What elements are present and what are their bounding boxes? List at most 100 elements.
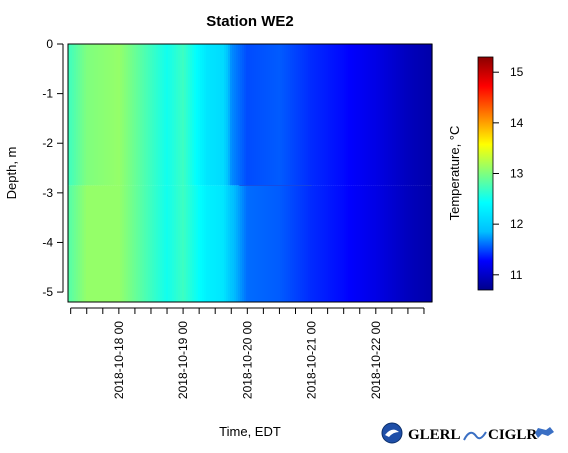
heatmap-cell-lower (98, 185, 101, 302)
heatmap-cell-lower (152, 185, 155, 302)
heatmap-cell-lower (326, 185, 329, 302)
heatmap-cell-upper (240, 44, 243, 186)
heatmap-cell-upper (264, 44, 267, 186)
heatmap-cell-upper (290, 44, 293, 186)
heatmap-cell-lower (332, 185, 335, 302)
heatmap-cell-lower (240, 185, 243, 302)
heatmap-cell-upper (116, 44, 119, 186)
heatmap-cell-lower (408, 185, 411, 302)
heatmap-cell-lower (218, 185, 221, 302)
heatmap-cell-upper (212, 44, 215, 186)
heatmap-cell-lower (288, 185, 291, 302)
heatmap-cell-lower (210, 185, 213, 302)
heatmap-cell-lower (394, 185, 397, 302)
heatmap-cell-lower (200, 185, 203, 302)
glerl-logo-text: GLERL (408, 427, 461, 443)
heatmap-cell-upper (78, 44, 81, 186)
heatmap-cell-lower (302, 185, 305, 302)
heatmap-cell-lower (220, 185, 223, 302)
heatmap-cell-upper (370, 44, 373, 186)
heatmap-cell-lower (270, 185, 273, 302)
heatmap-cell-upper (326, 44, 329, 186)
heatmap-cell-upper (98, 44, 101, 186)
heatmap-cell-upper (362, 44, 365, 186)
colorbar-tick-label: 14 (510, 116, 524, 130)
heatmap-cell-upper (154, 44, 157, 186)
heatmap-cell-upper (262, 44, 265, 186)
heatmap-cell-lower (80, 185, 83, 302)
heatmap-cell-upper (406, 44, 409, 186)
heatmap-cell-upper (402, 44, 405, 186)
heatmap-cell-upper (118, 44, 121, 186)
heatmap-cell-upper (364, 44, 367, 186)
heatmap-cell-lower (272, 185, 275, 302)
heatmap-cell-upper (360, 44, 363, 186)
heatmap-cell-upper (114, 44, 117, 186)
heatmap-cell-upper (94, 44, 97, 186)
heatmap-cell-upper (82, 44, 85, 186)
heatmap-cell-upper (308, 44, 311, 186)
heatmap-cell-upper (88, 44, 91, 186)
heatmap-cell-lower (382, 185, 385, 302)
heatmap-cell-upper (334, 44, 337, 186)
heatmap-cell-lower (72, 185, 75, 302)
heatmap-cell-lower (214, 185, 217, 302)
heatmap-cell-upper (298, 44, 301, 186)
colorbar-tick-label: 13 (510, 167, 524, 181)
heatmap-cell-upper (358, 44, 361, 186)
heatmap-cell-lower (226, 185, 229, 302)
heatmap-cell-lower (222, 185, 225, 302)
logo-strip: GLERL CIGLR (380, 420, 556, 446)
heatmap-cell-lower (426, 185, 429, 302)
heatmap-cell-lower (378, 185, 381, 302)
heatmap-cell-lower (208, 185, 211, 302)
heatmap-cell-upper (186, 44, 189, 186)
heatmap-cell-lower (120, 185, 123, 302)
heatmap-cell-lower (414, 185, 417, 302)
colorbar-tick-label: 15 (510, 65, 524, 79)
heatmap-cell-lower (128, 185, 131, 302)
heatmap-cell-upper (366, 44, 369, 186)
heatmap-cell-upper (350, 44, 353, 186)
colorbar (477, 56, 494, 291)
heatmap-cell-upper (386, 44, 389, 186)
heatmap-cell-lower (228, 185, 231, 302)
heatmap-cell-upper (420, 44, 423, 186)
heatmap-cell-lower (140, 185, 143, 302)
heatmap-cell-lower (298, 185, 301, 302)
heatmap-cell-lower (180, 185, 183, 302)
heatmap-cell-upper (228, 44, 231, 186)
heatmap-cell-upper (220, 44, 223, 186)
heatmap-cell-lower (324, 185, 327, 302)
heatmap-cell-lower (216, 185, 219, 302)
heatmap-cell-upper (248, 44, 251, 186)
heatmap-cell-lower (356, 185, 359, 302)
heatmap-cell-lower (390, 185, 393, 302)
heatmap-cell-upper (106, 44, 109, 186)
heatmap-cell-lower (68, 185, 71, 302)
heatmap-cell-lower (424, 185, 427, 302)
heatmap-cell-upper (166, 44, 169, 186)
heatmap-cell-upper (258, 44, 261, 186)
heatmap-cell-upper (224, 44, 227, 186)
heatmap-cell-upper (246, 44, 249, 186)
heatmap-cell-upper (180, 44, 183, 186)
heatmap-cell-upper (110, 44, 113, 186)
heatmap-cell-lower (290, 185, 293, 302)
heatmap-cell-upper (130, 44, 133, 186)
heatmap-cell-upper (268, 44, 271, 186)
heatmap-cell-lower (126, 185, 129, 302)
heatmap-cell-lower (250, 185, 253, 302)
heatmap-cell-lower (340, 185, 343, 302)
heatmap-cell-upper (422, 44, 425, 186)
heatmap-cell-upper (160, 44, 163, 186)
heatmap-cell-upper (146, 44, 149, 186)
heatmap-cell-lower (336, 185, 339, 302)
heatmap-cell-lower (300, 185, 303, 302)
heatmap-cell-lower (142, 185, 145, 302)
heatmap-cell-lower (174, 185, 177, 302)
heatmap-cell-lower (244, 185, 247, 302)
noaa-bird-icon (385, 429, 399, 437)
